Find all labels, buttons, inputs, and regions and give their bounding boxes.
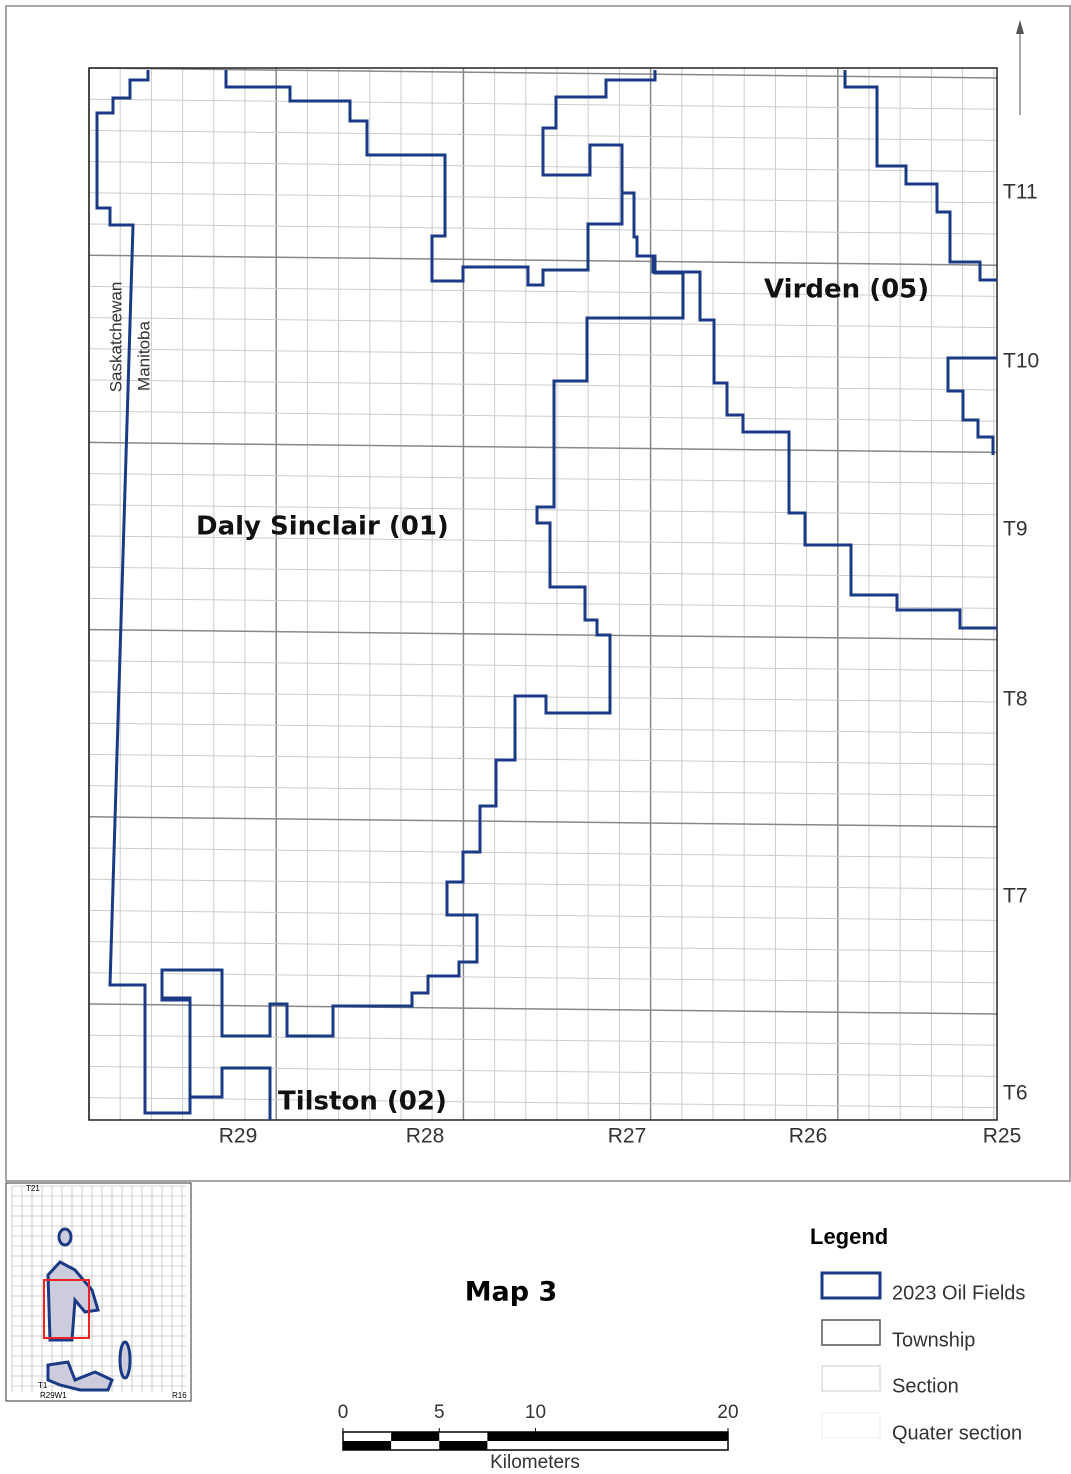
- field-boundary: [224, 70, 657, 287]
- inset-frame: [5, 1182, 192, 1402]
- province-label: Saskatchewan: [106, 282, 125, 393]
- section-line: [88, 878, 998, 890]
- inset-field: [57, 1227, 73, 1247]
- inset-field: [46, 1260, 100, 1342]
- legend-title: Legend: [810, 1224, 888, 1249]
- legend-label: 2023 Oil Fields: [892, 1282, 1025, 1304]
- inset-label: T21: [26, 1184, 40, 1193]
- range-label: R29: [219, 1125, 258, 1148]
- field-label: Tilston (02): [278, 1087, 447, 1117]
- scale-segment: [487, 1432, 536, 1441]
- legend-label: Quater section: [892, 1422, 1022, 1444]
- section-line: [88, 785, 998, 797]
- range-label: R26: [789, 1125, 828, 1148]
- scale-tick-label: 10: [525, 1402, 546, 1423]
- legend-swatch: [821, 1412, 881, 1439]
- township-label: T6: [1003, 1082, 1028, 1105]
- inset-label: R29W1: [40, 1391, 67, 1400]
- scale-unit: Kilometers: [490, 1452, 580, 1473]
- section-line: [88, 566, 998, 578]
- inset-label: R16: [172, 1391, 187, 1400]
- field-boundary: [622, 191, 997, 630]
- legend-swatch: [820, 1271, 882, 1300]
- map-border: [88, 67, 998, 1121]
- section-line: [88, 441, 998, 454]
- field-label: Daly Sinclair (01): [196, 512, 449, 542]
- section-line: [88, 223, 998, 235]
- township-label: T8: [1003, 688, 1028, 711]
- section-line: [88, 473, 998, 485]
- field-boundary: [95, 70, 685, 1115]
- scale-segment: [439, 1441, 488, 1450]
- section-line: [88, 504, 998, 516]
- section-line: [88, 972, 998, 984]
- township-label: T10: [1003, 350, 1039, 373]
- section-line: [88, 1003, 998, 1015]
- inset-extent: [43, 1279, 90, 1339]
- section-line: [88, 941, 998, 953]
- section-line: [88, 597, 998, 609]
- range-label: R25: [983, 1125, 1022, 1148]
- section-line: [88, 348, 998, 360]
- field-boundary: [946, 356, 997, 455]
- section-line: [88, 722, 998, 734]
- scale-segment: [391, 1432, 440, 1441]
- field-boundary: [160, 970, 190, 1002]
- section-line: [88, 410, 998, 422]
- section-line: [88, 254, 998, 266]
- inset-field: [118, 1340, 132, 1380]
- field-boundary: [843, 70, 997, 282]
- legend-label: Township: [892, 1329, 975, 1351]
- inset-field: [46, 1360, 114, 1392]
- section-line: [88, 317, 998, 329]
- section-line: [88, 816, 998, 828]
- province-label: Manitoba: [134, 320, 153, 390]
- field-boundary: [190, 1066, 272, 1120]
- section-line: [88, 192, 998, 204]
- oil-fields: [95, 70, 997, 1120]
- scale-segment: [343, 1441, 392, 1450]
- inset-map: T21 T1 R29W1 R16: [5, 1182, 192, 1402]
- legend: Legend 2023 Oil Fields Township Section …: [810, 1224, 1025, 1444]
- north-arrow: [1016, 20, 1024, 115]
- scale-tick-label: 20: [717, 1402, 738, 1423]
- section-line: [88, 753, 998, 765]
- township-label: T11: [1003, 181, 1038, 204]
- section-line: [88, 379, 998, 391]
- legend-swatch: [821, 1365, 881, 1392]
- range-label: R27: [608, 1125, 647, 1148]
- section-line: [88, 660, 998, 672]
- scale-tick-label: 0: [338, 1402, 349, 1423]
- legend-label: Section: [892, 1375, 959, 1397]
- township-label: T9: [1003, 518, 1028, 541]
- section-line: [88, 98, 998, 110]
- inset-label: T1: [38, 1381, 48, 1390]
- section-line: [88, 285, 998, 297]
- map-title: Map 3: [465, 1277, 558, 1308]
- section-line: [88, 1097, 998, 1109]
- section-line: [88, 847, 998, 859]
- section-line: [88, 628, 998, 641]
- field-label: Virden (05): [764, 275, 929, 305]
- range-label: R28: [406, 1125, 445, 1148]
- scale-tick-label: 5: [434, 1402, 445, 1423]
- scale-bar: 0 5 10 20: [338, 1402, 739, 1451]
- township-label: T7: [1003, 885, 1028, 908]
- section-line: [88, 909, 998, 921]
- legend-swatch: [821, 1319, 881, 1346]
- scale-segment: [535, 1432, 728, 1441]
